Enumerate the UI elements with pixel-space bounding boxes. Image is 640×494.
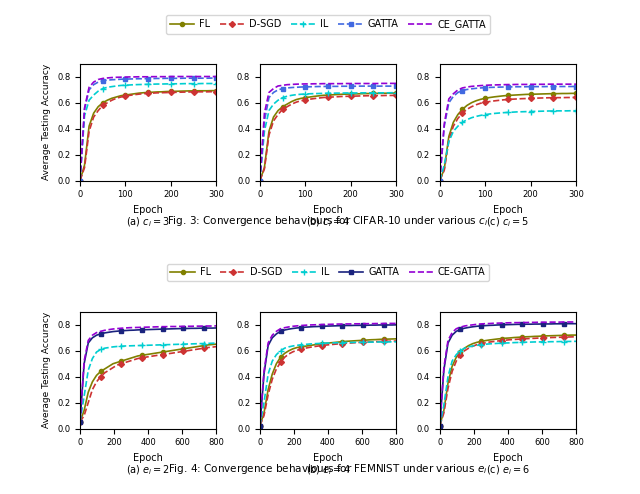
X-axis label: Epoch: Epoch	[493, 453, 523, 463]
Text: Fig. 3: Convergence behaviours for CIFAR-10 under various $c_i$: Fig. 3: Convergence behaviours for CIFAR…	[168, 214, 488, 228]
X-axis label: Epoch: Epoch	[313, 453, 343, 463]
X-axis label: Epoch: Epoch	[493, 205, 523, 215]
X-axis label: Epoch: Epoch	[133, 205, 163, 215]
X-axis label: Epoch: Epoch	[313, 205, 343, 215]
Legend: FL, D-SGD, IL, GATTA, CE-GATTA: FL, D-SGD, IL, GATTA, CE-GATTA	[166, 264, 490, 282]
Text: (b) $c_i = 4$: (b) $c_i = 4$	[306, 215, 350, 229]
Text: (b) $e_i = 4$: (b) $e_i = 4$	[306, 463, 350, 477]
Text: Fig. 4: Convergence behaviours for FEMNIST under various $e_i$: Fig. 4: Convergence behaviours for FEMNI…	[168, 462, 488, 476]
Y-axis label: Average Testing Accuracy: Average Testing Accuracy	[42, 64, 51, 180]
Text: (c) $c_i = 5$: (c) $c_i = 5$	[486, 215, 529, 229]
Y-axis label: Average Testing Accuracy: Average Testing Accuracy	[42, 312, 51, 428]
Legend: FL, D-SGD, IL, GATTA, CE_GATTA: FL, D-SGD, IL, GATTA, CE_GATTA	[166, 15, 490, 34]
X-axis label: Epoch: Epoch	[133, 453, 163, 463]
Text: (a) $c_i = 3$: (a) $c_i = 3$	[126, 215, 170, 229]
Text: (c) $e_i = 6$: (c) $e_i = 6$	[486, 463, 530, 477]
Text: (a) $e_i = 2$: (a) $e_i = 2$	[126, 463, 170, 477]
